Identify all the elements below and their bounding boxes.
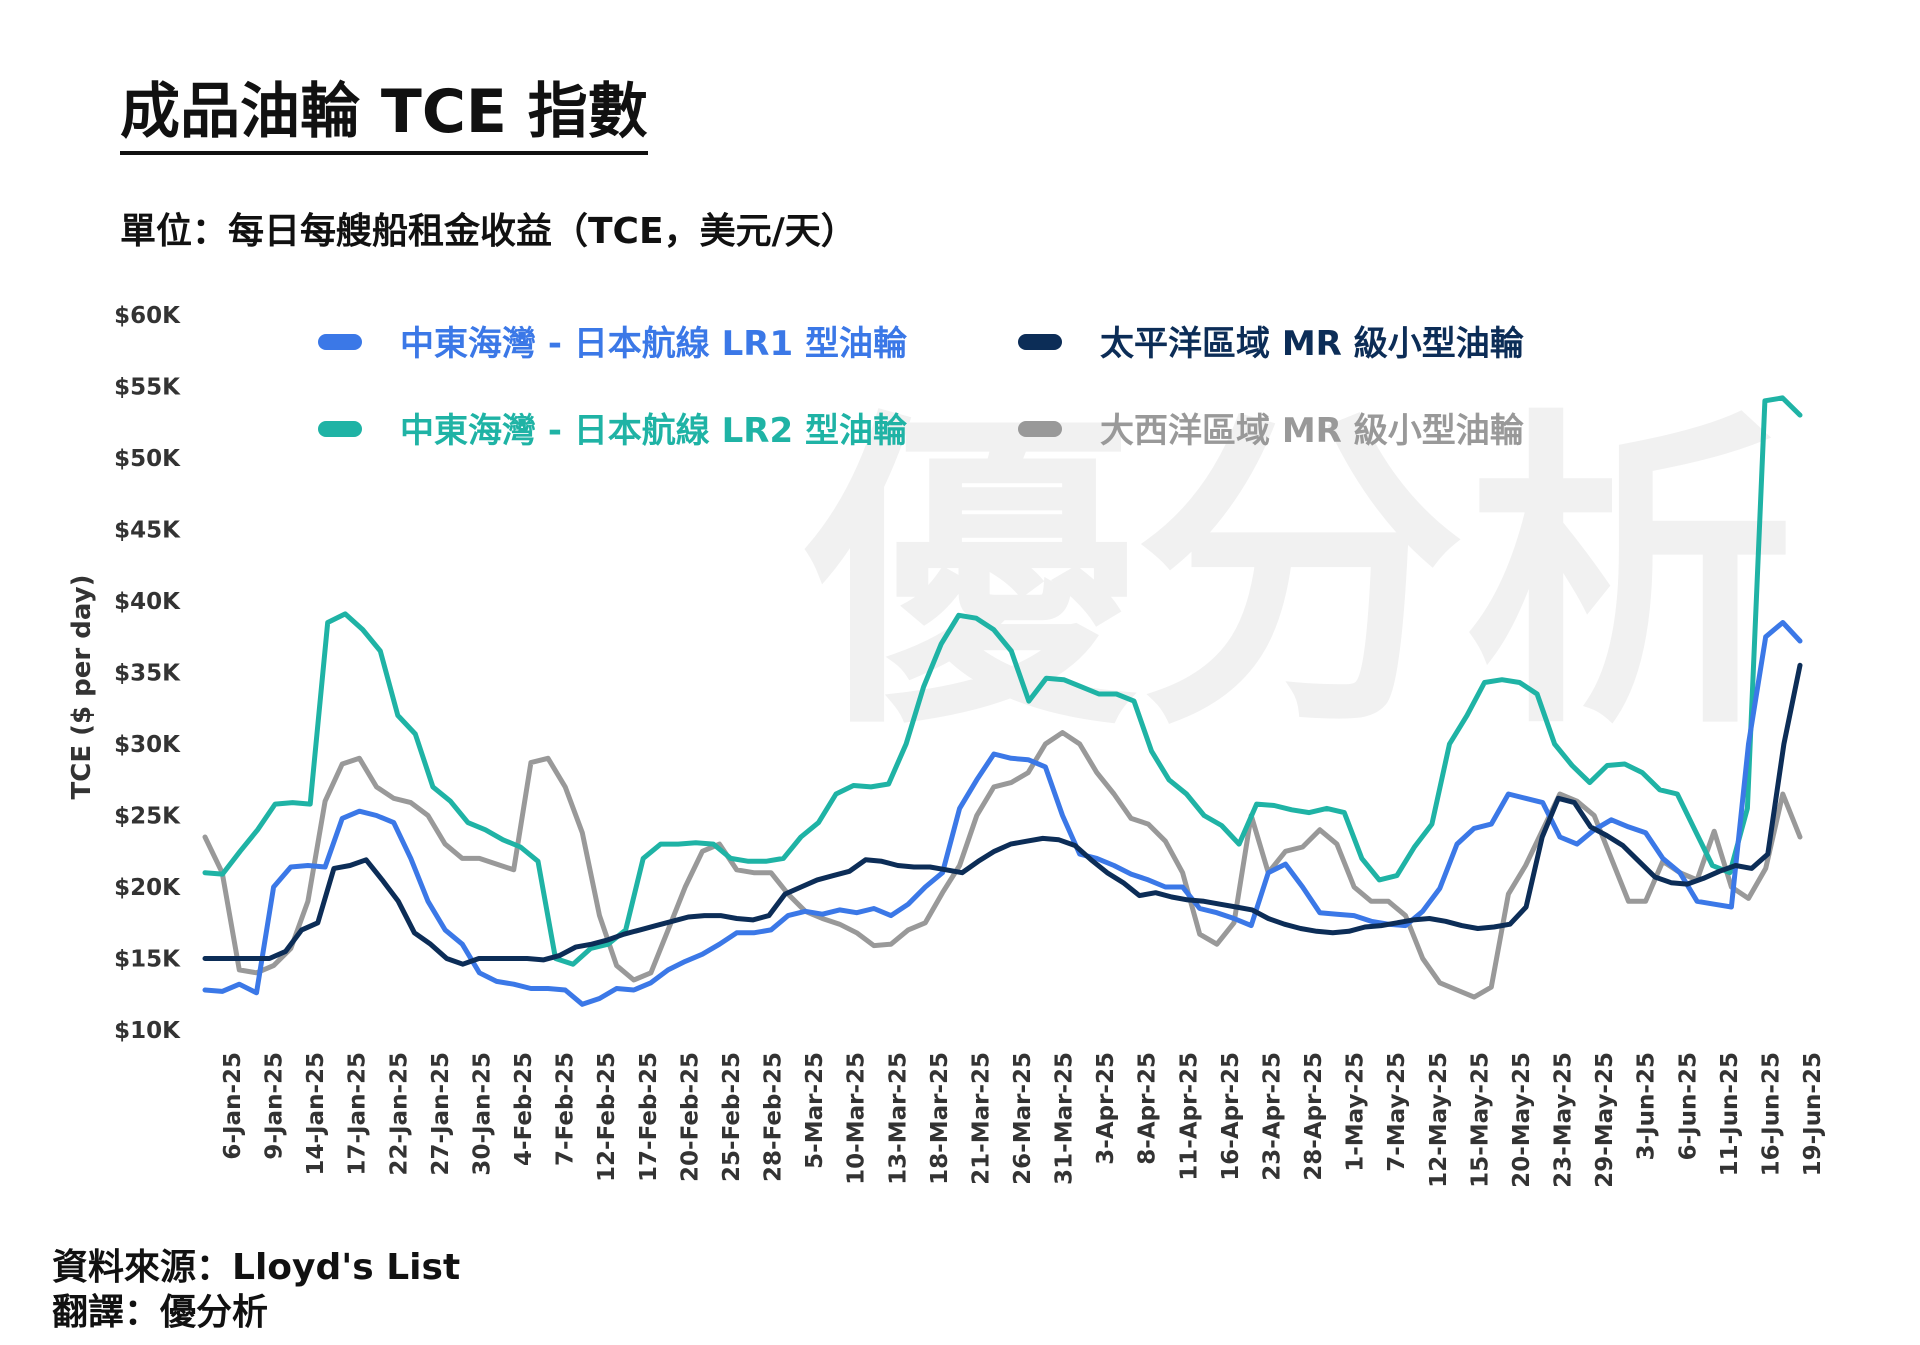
legend-label: 太平洋區域 MR 級小型油輪: [1100, 324, 1524, 364]
legend-swatch: [318, 421, 362, 437]
x-tick-label: 23-Apr-25: [1259, 1052, 1285, 1181]
x-tick-label: 30-Jan-25: [469, 1052, 495, 1176]
x-tick-label: 27-Jan-25: [428, 1052, 454, 1176]
x-tick-label: 7-May-25: [1384, 1052, 1410, 1172]
plot-area: TCE ($ per day) $10K $15K $20K $25K $30K $35K $…: [67, 303, 1826, 1188]
x-tick-label: 20-Feb-25: [677, 1052, 703, 1182]
x-tick-label: 18-Mar-25: [927, 1052, 953, 1185]
x-tick-label: 11-Jun-25: [1717, 1052, 1743, 1176]
y-tick-label: $25K: [114, 804, 181, 830]
x-tick-label: 4-Feb-25: [511, 1052, 537, 1166]
x-tick-label: 8-Apr-25: [1135, 1052, 1161, 1165]
x-tick-label: 7-Feb-25: [553, 1052, 579, 1166]
x-tick-label: 25-Feb-25: [719, 1052, 745, 1182]
page-title: 成品油輪 TCE 指數: [120, 78, 648, 155]
x-tick-label: 16-Jun-25: [1758, 1052, 1784, 1176]
y-tick-label: $40K: [114, 589, 181, 615]
x-tick-label: 3-Jun-25: [1634, 1052, 1660, 1160]
x-tick-label: 21-Mar-25: [968, 1052, 994, 1185]
legend-swatch: [1018, 421, 1062, 437]
series-line-0: [202, 620, 1803, 1007]
x-tick-label: 15-May-25: [1467, 1052, 1493, 1188]
series-line-2: [202, 662, 1803, 967]
x-tick-label: 9-Jan-25: [262, 1052, 288, 1160]
watermark-text: 優分析: [800, 384, 1795, 768]
x-tick-label: 6-Jun-25: [1675, 1052, 1701, 1160]
series-line-3: [202, 730, 1803, 1000]
y-tick-label: $35K: [114, 661, 181, 687]
x-tick-label: 10-Mar-25: [844, 1052, 870, 1185]
source-note: 資料來源：Lloyd's List: [52, 1247, 461, 1288]
x-tick-label: 14-Jan-25: [303, 1052, 329, 1176]
y-tick-label: $45K: [114, 518, 181, 544]
x-tick-label: 26-Mar-25: [1010, 1052, 1036, 1185]
x-tick-label: 3-Apr-25: [1093, 1052, 1119, 1165]
x-tick-label: 12-Feb-25: [594, 1052, 620, 1182]
legend-label: 中東海灣 - 日本航線 LR2 型油輪: [400, 411, 907, 451]
unit-subtitle: 單位：每日每艘船租金收益（TCE，美元/天）: [120, 211, 857, 252]
x-tick-label: 11-Apr-25: [1176, 1052, 1202, 1181]
y-tick-label: $60K: [114, 303, 181, 329]
translator-note: 翻譯：優分析: [52, 1292, 269, 1333]
legend-swatch: [1018, 334, 1062, 350]
y-tick-label: $50K: [114, 446, 181, 472]
x-tick-label: 22-Jan-25: [386, 1052, 412, 1176]
x-tick-label: 23-May-25: [1551, 1052, 1577, 1188]
x-tick-label: 1-May-25: [1343, 1052, 1369, 1172]
x-tick-label: 5-Mar-25: [802, 1052, 828, 1169]
y-tick-label: $55K: [114, 375, 181, 401]
x-tick-label: 28-Feb-25: [761, 1052, 787, 1182]
x-tick-label: 31-Mar-25: [1052, 1052, 1078, 1185]
legend-label: 中東海灣 - 日本航線 LR1 型油輪: [400, 324, 907, 364]
x-tick-label: 13-Mar-25: [885, 1052, 911, 1185]
x-tick-label: 17-Feb-25: [636, 1052, 662, 1182]
y-tick-label: $30K: [114, 732, 181, 758]
x-tick-label: 28-Apr-25: [1301, 1052, 1327, 1181]
x-tick-label: 12-May-25: [1426, 1052, 1452, 1188]
y-tick-label: $20K: [114, 875, 181, 901]
x-tick-label: 20-May-25: [1509, 1052, 1535, 1188]
y-tick-label: $15K: [114, 947, 181, 973]
x-tick-label: 19-Jun-25: [1800, 1052, 1826, 1176]
y-axis-label: TCE ($ per day): [67, 575, 97, 800]
x-tick-label: 6-Jan-25: [220, 1052, 246, 1160]
x-tick-label: 29-May-25: [1592, 1052, 1618, 1188]
legend-swatch: [318, 334, 362, 350]
x-tick-label: 16-Apr-25: [1218, 1052, 1244, 1181]
x-tick-label: 17-Jan-25: [345, 1052, 371, 1176]
series-line-1: [202, 395, 1803, 967]
y-tick-label: $10K: [114, 1018, 181, 1044]
legend-label: 大西洋區域 MR 級小型油輪: [1100, 411, 1524, 451]
